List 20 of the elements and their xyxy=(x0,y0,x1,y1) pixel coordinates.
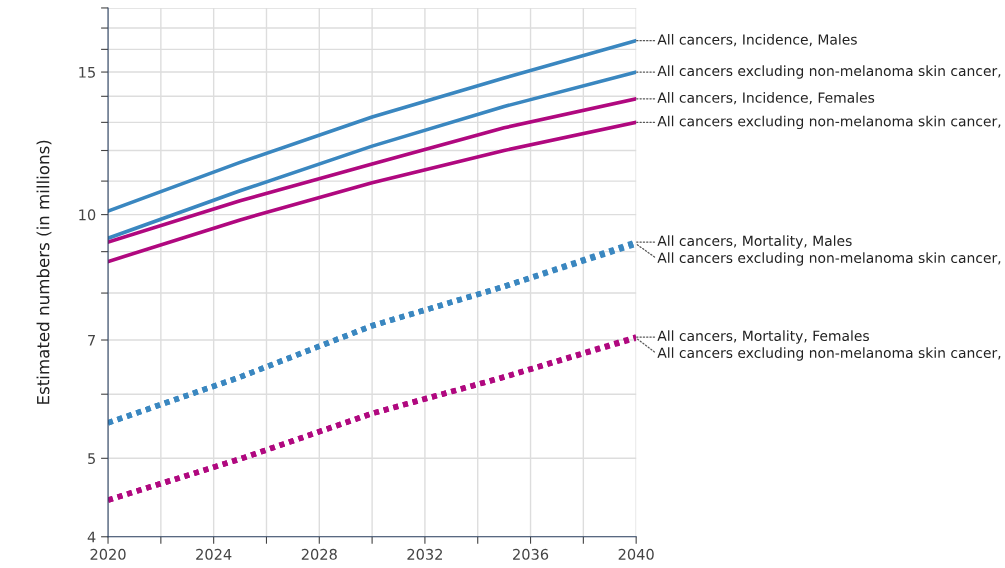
x-tick-label: 2020 xyxy=(90,548,126,560)
x-tick-label: 2040 xyxy=(618,548,654,560)
y-tick-label: 10 xyxy=(79,209,96,221)
series-label: All cancers, Incidence, Females xyxy=(657,92,875,105)
series-label: All cancers, Mortality, Females xyxy=(657,330,869,344)
x-tick-label: 2024 xyxy=(196,548,232,560)
y-tick-label: 7 xyxy=(88,334,95,346)
series-label: All cancers excluding non-melanoma skin cancer, xyxy=(657,65,1001,79)
series-label: All cancers, Incidence, Males xyxy=(657,33,857,47)
series-label: All cancers excluding non-melanoma skin cancer, xyxy=(657,252,1001,266)
y-tick-label: 4 xyxy=(87,531,96,543)
y-axis-title: Estimated numbers (in millions) xyxy=(36,140,52,404)
y-tick-label: 5 xyxy=(88,453,95,465)
series-label: All cancers, Mortality, Males xyxy=(657,235,852,249)
series-label: All cancers excluding non-melanoma skin cancer, xyxy=(657,347,1001,361)
x-tick-label: 2028 xyxy=(301,548,337,560)
series-label: All cancers excluding non-melanoma skin cancer, xyxy=(657,115,1001,130)
y-tick-label: 15 xyxy=(79,66,95,78)
x-tick-label: 2032 xyxy=(407,548,443,560)
x-tick-label: 2036 xyxy=(513,548,549,560)
